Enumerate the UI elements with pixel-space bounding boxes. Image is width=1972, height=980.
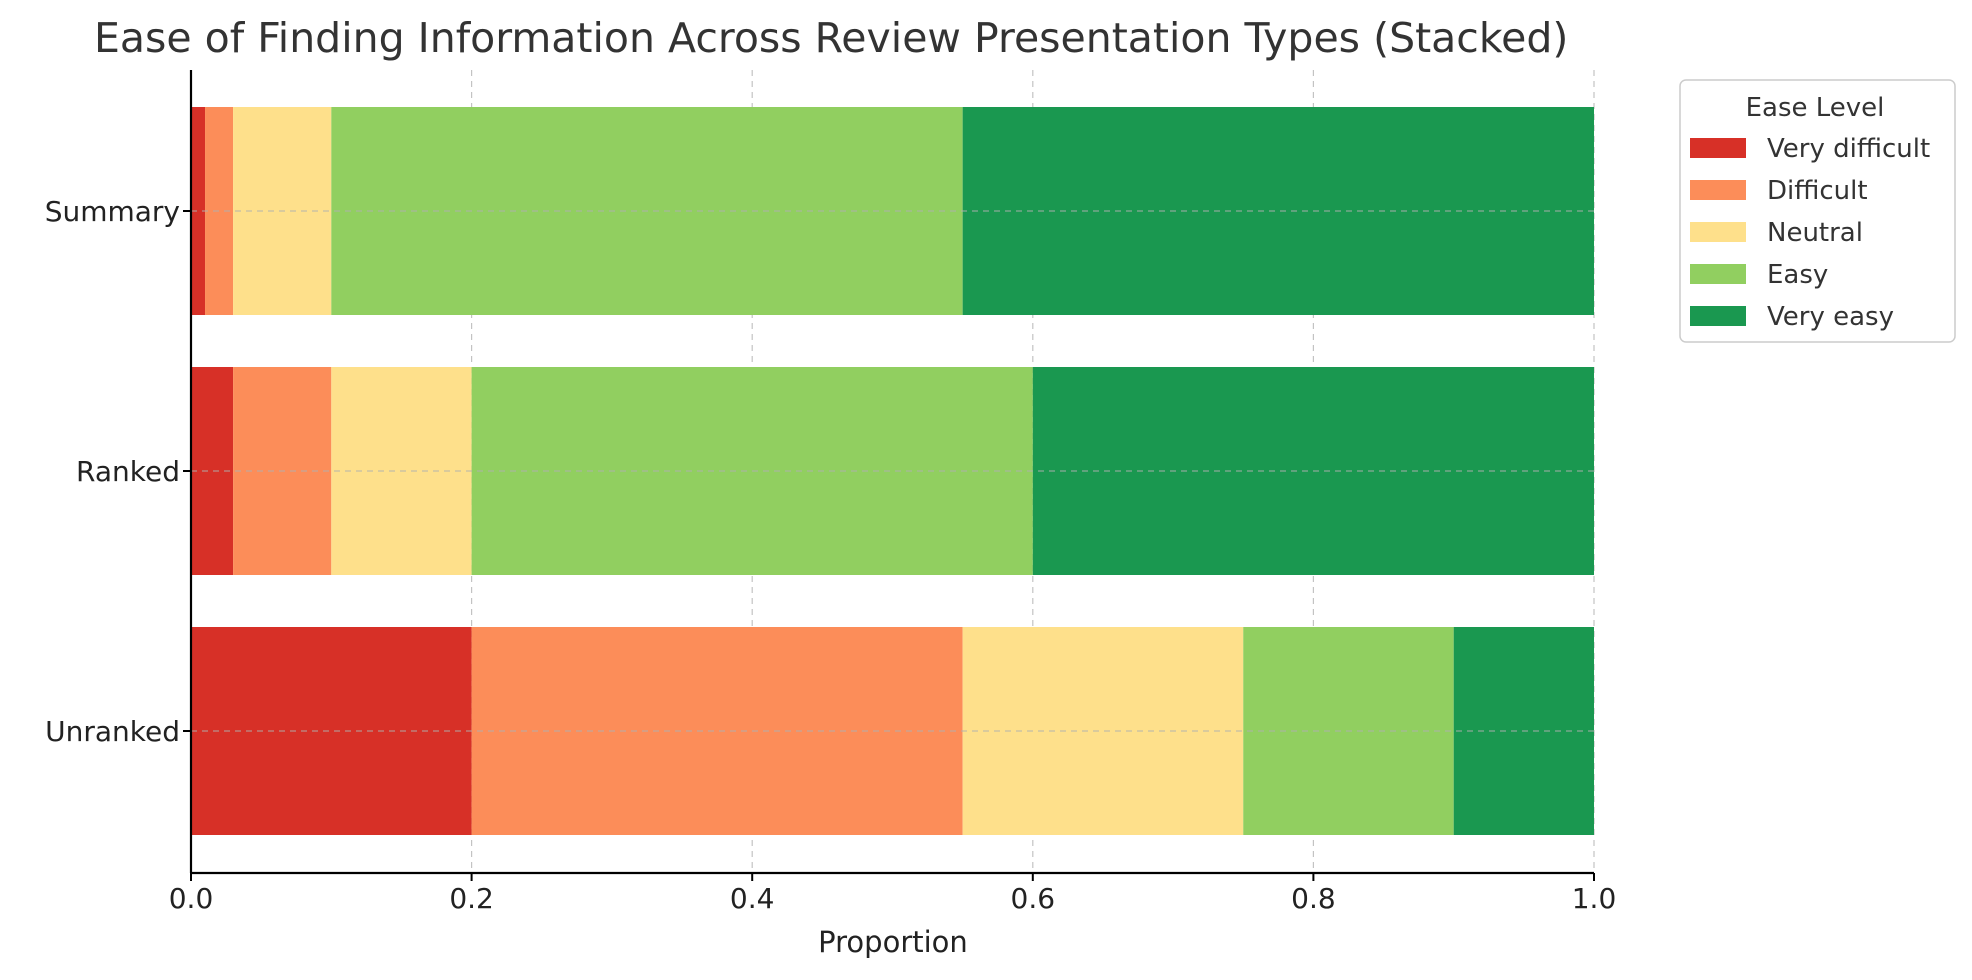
y-tick-label: Ranked: [76, 455, 180, 488]
legend-label: Very easy: [1767, 302, 1894, 332]
legend-title: Ease Level: [1746, 93, 1885, 123]
legend-swatch: [1690, 306, 1746, 326]
legend-label: Very difficult: [1767, 134, 1930, 164]
bar-segment: [191, 107, 206, 315]
bar-segment: [471, 627, 963, 835]
bar-segment: [962, 627, 1244, 835]
y-tick-label: Summary: [45, 195, 180, 228]
legend-swatch: [1690, 180, 1746, 200]
legend-label: Easy: [1767, 260, 1828, 290]
x-tick-label: 0.0: [169, 882, 214, 915]
x-tick-label: 0.2: [449, 882, 494, 915]
y-tick-label: Unranked: [45, 715, 180, 748]
legend: Ease Level Very difficult Difficult Neutra…: [1679, 79, 1956, 343]
bar-segment: [962, 107, 1594, 315]
legend-swatch: [1690, 264, 1746, 284]
legend-swatch: [1690, 222, 1746, 242]
x-tick-label: 1.0: [1572, 882, 1617, 915]
bars-layer: [191, 107, 1594, 835]
x-tick-label: 0.8: [1291, 882, 1336, 915]
legend-swatch: [1690, 138, 1746, 158]
axes-layer: 0.0 0.2 0.4 0.6 0.8 1.0 Summary Ranked Unranked: [45, 70, 1617, 915]
x-axis-label: Proportion: [818, 925, 968, 959]
x-tick-label: 0.6: [1011, 882, 1056, 915]
x-tick-label: 0.4: [730, 882, 775, 915]
legend-frame: [1679, 79, 1956, 343]
legend-label: Difficult: [1767, 176, 1868, 206]
chart-title: Ease of Finding Information Across Revie…: [94, 14, 1568, 62]
legend-label: Neutral: [1767, 218, 1863, 248]
legend-items: Very difficult Difficult Neutral Easy Very e…: [1690, 134, 1930, 332]
bar-segment: [191, 627, 472, 835]
